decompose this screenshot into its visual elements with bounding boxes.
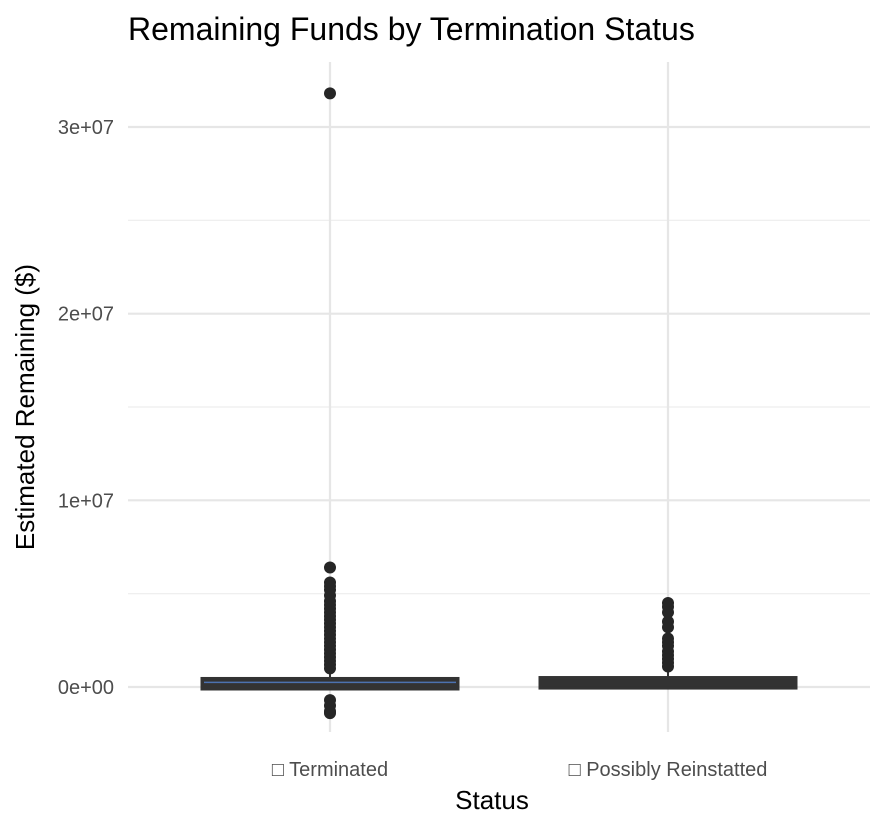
box-inner — [205, 680, 455, 687]
y-tick-label: 2e+07 — [58, 304, 114, 326]
outlier-point — [662, 660, 674, 673]
y-axis-ticks: 0e+00 1e+07 2e+07 3e+07 — [58, 117, 114, 699]
y-tick-label: 0e+00 — [58, 677, 114, 699]
y-axis-title: Estimated Remaining ($) — [10, 264, 40, 550]
outlier-point — [324, 662, 336, 675]
x-tick-label: □ Terminated — [272, 759, 388, 781]
x-axis-title: Status — [455, 785, 529, 815]
x-axis-ticks: □ Terminated □ Possibly Reinstatted — [272, 759, 768, 781]
outliers — [324, 87, 674, 720]
grid — [128, 62, 870, 732]
chart-title: Remaining Funds by Termination Status — [128, 11, 695, 47]
x-tick-label: □ Possibly Reinstatted — [569, 759, 768, 781]
outlier-point — [324, 707, 336, 720]
outlier-point — [324, 561, 336, 574]
y-tick-label: 1e+07 — [58, 490, 114, 512]
y-tick-label: 3e+07 — [58, 117, 114, 139]
outlier-point — [662, 606, 674, 619]
boxes — [200, 670, 798, 691]
box-inner — [543, 679, 793, 687]
outlier-point — [324, 87, 336, 100]
outlier-point — [662, 621, 674, 634]
